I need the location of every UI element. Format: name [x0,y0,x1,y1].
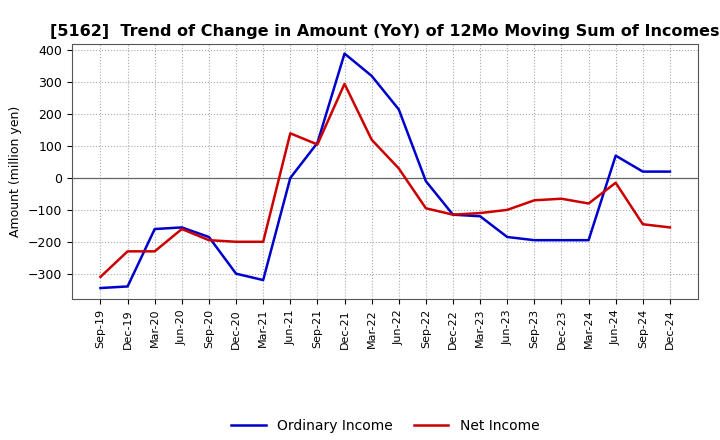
Ordinary Income [150,226,159,231]
Ordinary Income [665,169,674,174]
Net Income [476,210,485,216]
Ordinary Income [204,235,213,240]
Ordinary Income [313,140,322,146]
Ordinary Income [123,284,132,289]
Net Income [421,205,430,211]
Ordinary Income [367,73,376,78]
Net Income [313,142,322,147]
Line: Ordinary Income: Ordinary Income [101,54,670,288]
Net Income [286,131,294,136]
Ordinary Income [476,214,485,219]
Net Income [611,180,620,185]
Ordinary Income [232,271,240,276]
Net Income [584,201,593,206]
Ordinary Income [503,235,511,240]
Ordinary Income [259,278,268,283]
Ordinary Income [286,175,294,180]
Ordinary Income [96,286,105,291]
Net Income [557,196,566,202]
Line: Net Income: Net Income [101,84,670,277]
Net Income [665,225,674,230]
Net Income [449,212,457,217]
Net Income [367,137,376,142]
Ordinary Income [421,179,430,184]
Net Income [150,249,159,254]
Net Income [530,198,539,203]
Net Income [395,166,403,171]
Ordinary Income [341,51,349,56]
Ordinary Income [557,238,566,243]
Y-axis label: Amount (million yen): Amount (million yen) [9,106,22,237]
Net Income [232,239,240,244]
Ordinary Income [530,238,539,243]
Legend: Ordinary Income, Net Income: Ordinary Income, Net Income [225,413,545,438]
Net Income [503,207,511,213]
Ordinary Income [639,169,647,174]
Net Income [639,222,647,227]
Net Income [96,274,105,279]
Ordinary Income [395,107,403,112]
Title: [5162]  Trend of Change in Amount (YoY) of 12Mo Moving Sum of Incomes: [5162] Trend of Change in Amount (YoY) o… [50,24,720,39]
Net Income [123,249,132,254]
Ordinary Income [611,153,620,158]
Net Income [259,239,268,244]
Net Income [178,226,186,231]
Ordinary Income [449,212,457,217]
Ordinary Income [584,238,593,243]
Net Income [204,238,213,243]
Net Income [341,81,349,87]
Ordinary Income [178,225,186,230]
